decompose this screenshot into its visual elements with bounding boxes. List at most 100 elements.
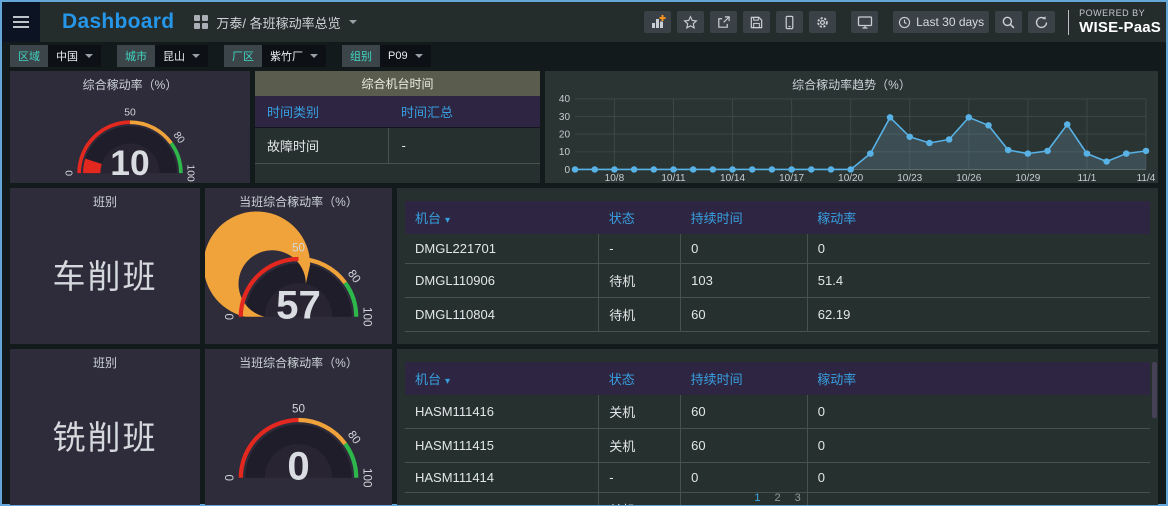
data-point [689, 166, 697, 173]
column-header[interactable]: 时间类别 [255, 96, 389, 128]
page-button-1[interactable]: 1 [754, 492, 761, 504]
turning-gauge-panel: 当班综合稼动率（%） 0 50 80 100 57 [205, 188, 392, 344]
filter-region-label: 区域 [10, 45, 48, 67]
toolbar-divider [1068, 9, 1070, 35]
machine-time-panel: 综合机台时间 时间类别 时间汇总 故障时间 - [255, 71, 540, 183]
column-header[interactable]: 状态 [598, 201, 681, 234]
filter-bar: 区域 中国 城市 昆山 厂区 紫竹厂 组别 P09 [2, 42, 1166, 70]
table-cell: 0 [806, 234, 1150, 264]
sort-desc-icon: ▾ [445, 215, 451, 226]
gauge-value: 10 [110, 143, 149, 183]
svg-text:100: 100 [361, 468, 374, 488]
svg-text:20: 20 [559, 130, 571, 141]
data-point [1063, 121, 1071, 128]
gauge-value: 57 [276, 283, 321, 328]
table-cell: HASM111414 [405, 462, 599, 493]
settings-button[interactable] [809, 11, 837, 33]
table-scrollbar[interactable] [1152, 362, 1157, 418]
refresh-icon [1036, 15, 1048, 28]
search-button[interactable] [995, 11, 1023, 33]
page-button-3[interactable]: 3 [794, 492, 801, 504]
table-cell: - [598, 234, 681, 264]
data-point [906, 133, 914, 140]
column-header[interactable]: 机台 ▾ [405, 362, 599, 395]
data-point [1122, 150, 1130, 157]
svg-text:0: 0 [223, 474, 236, 481]
filter-city-select[interactable]: 昆山 [155, 45, 208, 67]
filter-group-select[interactable]: P09 [380, 45, 431, 67]
filter-site: 厂区 紫竹厂 [224, 45, 326, 67]
svg-text:10/8: 10/8 [605, 173, 625, 183]
data-point [1044, 147, 1051, 155]
column-header[interactable]: 状态 [598, 362, 681, 395]
panel-title: 当班综合稼动率（%） [239, 356, 358, 370]
table-row: HASM111416 关机 60 0 [405, 395, 1150, 429]
panel-title: 综合机台时间 [255, 71, 540, 96]
overall-gauge: 0 50 80 100 10 [10, 94, 250, 183]
turning-gauge: 0 50 80 100 57 [205, 211, 392, 344]
star-icon [683, 14, 698, 29]
table-cell: DMGL110906 [405, 263, 599, 298]
wise-paas-logo: WISE-PaaS [1079, 18, 1161, 36]
milling-gauge-panel: 当班综合稼动率（%） 0 50 80 100 0 [205, 349, 392, 505]
table-cell: DMGL110804 [405, 297, 599, 332]
column-header[interactable]: 时间汇总 [388, 96, 540, 128]
data-point [1142, 147, 1150, 155]
tv-mode-button[interactable] [851, 11, 879, 33]
svg-text:0: 0 [564, 165, 570, 176]
data-point [768, 166, 776, 173]
refresh-button[interactable] [1028, 11, 1056, 33]
add-panel-button[interactable] [644, 11, 672, 33]
turning-table-panel: 机台 ▾ 状态 持续时间 稼动率 DMGL221701-0 0 DMGL110906 待机 103… [397, 188, 1158, 344]
column-header[interactable]: 持续时间 [680, 201, 808, 234]
column-header[interactable]: 稼动率 [807, 201, 1150, 234]
filter-city-label: 城市 [117, 45, 155, 67]
gauge-value: 0 [287, 444, 309, 489]
mobile-icon [785, 15, 794, 29]
page-button-2[interactable]: 2 [774, 492, 781, 504]
overall-gauge-panel: 综合稼动率（%） 0 50 80 100 10 [10, 71, 250, 183]
svg-text:50: 50 [292, 403, 305, 416]
sort-desc-icon: ▾ [445, 376, 451, 387]
clock-icon [899, 16, 911, 28]
data-point [945, 136, 953, 143]
class-name: 铣削班 [52, 418, 158, 456]
panel-title: 班别 [92, 195, 117, 209]
svg-text:10/26: 10/26 [956, 173, 982, 183]
breadcrumb[interactable]: 万泰/ 各班稼动率总览 [194, 13, 357, 32]
app-title[interactable]: Dashboard [62, 10, 175, 33]
filter-region-select[interactable]: 中国 [48, 45, 101, 67]
table-row: HASM111413关机600 [405, 492, 1150, 505]
column-header[interactable]: 机台 ▾ [405, 201, 599, 234]
filter-city: 城市 昆山 [117, 45, 208, 67]
svg-text:10/29: 10/29 [1015, 173, 1040, 183]
data-point [630, 166, 638, 173]
chevron-down-icon [192, 54, 200, 58]
data-point [1083, 150, 1091, 157]
data-point [650, 166, 658, 173]
data-point [748, 166, 756, 173]
share-button[interactable] [710, 11, 738, 33]
table-cell: 关机 [598, 395, 681, 429]
turning-machine-table: 机台 ▾ 状态 持续时间 稼动率 DMGL221701-0 0 DMGL110906 待机 103… [405, 201, 1150, 332]
star-button[interactable] [677, 11, 705, 33]
table-cell: 103 [680, 263, 808, 298]
save-button[interactable] [743, 11, 771, 33]
table-cell: 51.4 [806, 263, 1150, 298]
panel-title: 综合稼动率（%） [82, 78, 178, 92]
column-header[interactable]: 稼动率 [807, 362, 1150, 395]
milling-table-panel: 机台 ▾ 状态 持续时间 稼动率 HASM111416 关机 60 0 HASM111415 关机 6… [397, 349, 1158, 505]
monitor-icon [857, 16, 872, 29]
filter-site-select[interactable]: 紫竹厂 [262, 45, 326, 67]
mobile-button[interactable] [776, 11, 804, 33]
time-range-picker[interactable]: Last 30 days [893, 11, 990, 33]
menu-button[interactable] [2, 2, 40, 42]
table-cell: HASM111415 [405, 428, 599, 463]
column-header[interactable]: 持续时间 [680, 362, 808, 395]
table-cell: 60 [680, 395, 808, 429]
table-cell: 待机 [598, 297, 681, 332]
table-row: DMGL110906 待机 103 51.4 [405, 263, 1150, 298]
hamburger-icon [13, 21, 29, 23]
svg-text:10: 10 [559, 147, 571, 158]
